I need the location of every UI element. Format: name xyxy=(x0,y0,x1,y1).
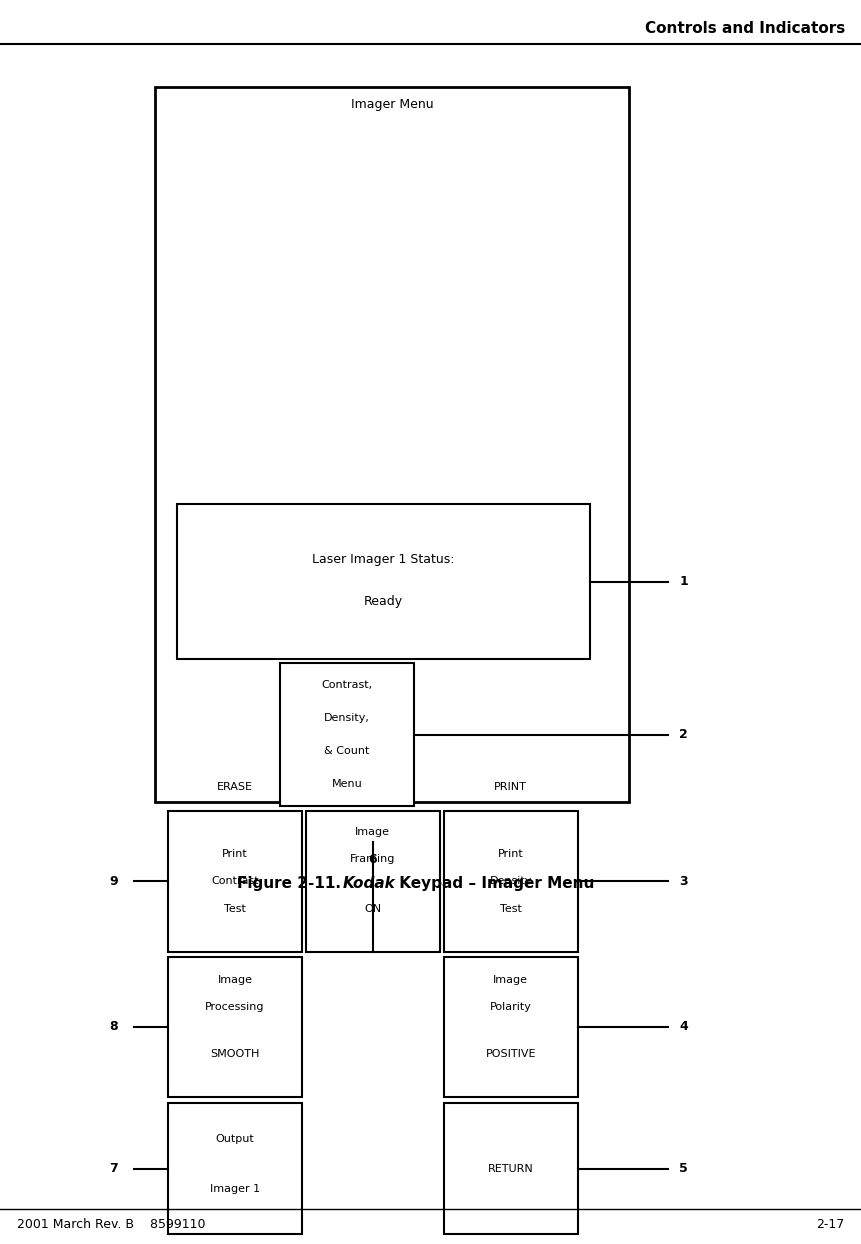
Text: PRINT: PRINT xyxy=(493,782,527,792)
Text: 2: 2 xyxy=(678,728,687,741)
Bar xyxy=(306,811,439,952)
Text: Processing: Processing xyxy=(205,1001,264,1013)
Text: Laser Imager 1 Status:: Laser Imager 1 Status: xyxy=(312,552,455,566)
Text: Density,: Density, xyxy=(324,713,369,724)
Text: 8: 8 xyxy=(109,1020,118,1034)
Text: RETURN: RETURN xyxy=(487,1163,533,1174)
Text: Controls and Indicators: Controls and Indicators xyxy=(644,21,844,36)
Text: & Count: & Count xyxy=(324,745,369,756)
Text: 2001 March Rev. B    8599110: 2001 March Rev. B 8599110 xyxy=(17,1218,206,1230)
Text: 7: 7 xyxy=(109,1162,118,1176)
Text: Test: Test xyxy=(224,903,245,914)
Text: 5: 5 xyxy=(678,1162,687,1176)
Text: Imager Menu: Imager Menu xyxy=(350,98,433,111)
Text: Print: Print xyxy=(498,848,523,860)
Bar xyxy=(443,811,577,952)
Text: Framing: Framing xyxy=(350,853,395,865)
Bar xyxy=(155,87,629,802)
Text: Menu: Menu xyxy=(331,779,362,790)
Text: Output: Output xyxy=(215,1133,254,1144)
Text: Image: Image xyxy=(217,974,252,985)
Text: Contrast,: Contrast, xyxy=(321,679,372,690)
Text: Imager 1: Imager 1 xyxy=(209,1183,260,1194)
Text: Polarity: Polarity xyxy=(489,1001,531,1013)
Bar xyxy=(177,504,590,659)
Text: 2-17: 2-17 xyxy=(815,1218,844,1230)
Text: 9: 9 xyxy=(109,875,118,888)
Bar xyxy=(168,1103,301,1234)
Bar xyxy=(168,811,301,952)
Text: Figure 2-11.: Figure 2-11. xyxy=(237,876,351,891)
Text: 4: 4 xyxy=(678,1020,687,1034)
Text: Ready: Ready xyxy=(363,595,403,608)
Text: ERASE: ERASE xyxy=(217,782,252,792)
Text: Test: Test xyxy=(499,903,521,914)
Text: Density: Density xyxy=(489,876,531,887)
Text: Image: Image xyxy=(355,826,390,837)
Text: Image: Image xyxy=(492,974,528,985)
Text: SMOOTH: SMOOTH xyxy=(210,1049,259,1060)
Text: POSITIVE: POSITIVE xyxy=(485,1049,536,1060)
Text: 1: 1 xyxy=(678,575,687,588)
Bar xyxy=(168,957,301,1097)
Text: ON: ON xyxy=(364,903,381,914)
Text: Keypad – Imager Menu: Keypad – Imager Menu xyxy=(393,876,593,891)
Text: Print: Print xyxy=(222,848,247,860)
Bar xyxy=(443,1103,577,1234)
Bar xyxy=(443,957,577,1097)
Text: 6: 6 xyxy=(368,853,377,866)
Text: Contrast: Contrast xyxy=(211,876,258,887)
Bar xyxy=(280,663,413,806)
Text: Kodak: Kodak xyxy=(342,876,394,891)
Text: 3: 3 xyxy=(678,875,687,888)
